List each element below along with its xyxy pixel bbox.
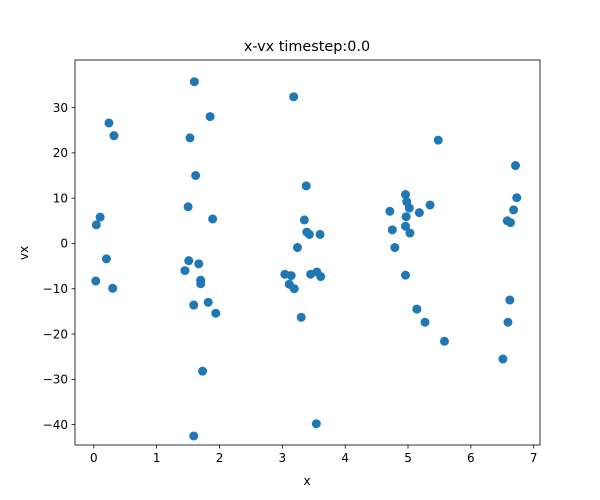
data-point (401, 221, 411, 231)
data-point (405, 228, 415, 238)
x-tick-label: 5 (404, 451, 412, 465)
data-point (184, 256, 194, 266)
data-point (498, 354, 508, 364)
x-tick-label: 7 (530, 451, 538, 465)
data-point (289, 284, 299, 294)
data-point (439, 336, 449, 346)
x-tick-label: 4 (341, 451, 349, 465)
data-point (301, 181, 311, 191)
y-tick-label: 0 (60, 237, 68, 251)
data-point (91, 220, 101, 230)
data-point (311, 419, 321, 429)
axes-frame (74, 59, 541, 446)
data-point (286, 271, 296, 281)
chart-title: x-vx timestep:0.0 (244, 39, 370, 55)
data-point (433, 135, 443, 145)
data-point (208, 214, 218, 224)
data-point (189, 300, 199, 310)
data-point (401, 190, 411, 200)
x-tick-label: 0 (90, 451, 98, 465)
data-point (401, 270, 411, 280)
y-tick-label: −10 (43, 282, 68, 296)
y-axis-label: vx (17, 246, 31, 260)
y-tick-label: 20 (53, 146, 68, 160)
data-point (101, 254, 111, 264)
data-point (412, 304, 422, 314)
data-point (205, 112, 215, 122)
data-point (185, 133, 195, 143)
data-point (91, 276, 101, 286)
y-tick-label: −30 (43, 373, 68, 387)
data-point (414, 208, 424, 218)
y-tick-label: 10 (53, 191, 68, 205)
data-point (194, 259, 204, 269)
data-point (299, 215, 309, 225)
data-point (425, 200, 435, 210)
data-point (420, 317, 430, 327)
data-point (390, 243, 400, 253)
data-point (316, 272, 326, 282)
x-tick-label: 3 (279, 451, 287, 465)
data-point (196, 279, 206, 289)
data-point (289, 92, 299, 102)
data-point (95, 212, 105, 222)
data-point (512, 193, 522, 203)
data-point (183, 202, 193, 212)
data-point (387, 225, 397, 235)
data-point (189, 431, 199, 441)
data-point (315, 229, 325, 239)
data-point (189, 77, 199, 87)
data-point (108, 283, 118, 293)
data-point (505, 218, 515, 228)
data-point (296, 312, 306, 322)
data-point (503, 317, 513, 327)
data-point (401, 212, 411, 222)
data-point (109, 131, 119, 141)
data-point (203, 297, 213, 307)
plot-area: 0 1 2 3 4 5 6 7 −40 −30 −20 −10 0 10 20 30 (43, 59, 541, 465)
x-tick-label: 1 (153, 451, 161, 465)
x-axis-label: x (303, 474, 310, 488)
data-point (198, 366, 208, 376)
y-tick-label: 30 (53, 101, 68, 115)
data-point (191, 171, 201, 180)
data-point (404, 203, 414, 213)
data-point (104, 118, 114, 128)
x-tick-label: 2 (216, 451, 224, 465)
y-tick-label: −40 (43, 418, 68, 432)
data-point (180, 266, 190, 276)
data-point (385, 206, 395, 216)
y-tick-label: −20 (43, 327, 68, 341)
data-point (304, 229, 314, 239)
x-tick-label: 6 (467, 451, 475, 465)
data-point (509, 205, 519, 215)
data-point (505, 295, 515, 305)
data-point (510, 161, 520, 171)
data-point (211, 308, 221, 318)
data-point (292, 243, 302, 253)
